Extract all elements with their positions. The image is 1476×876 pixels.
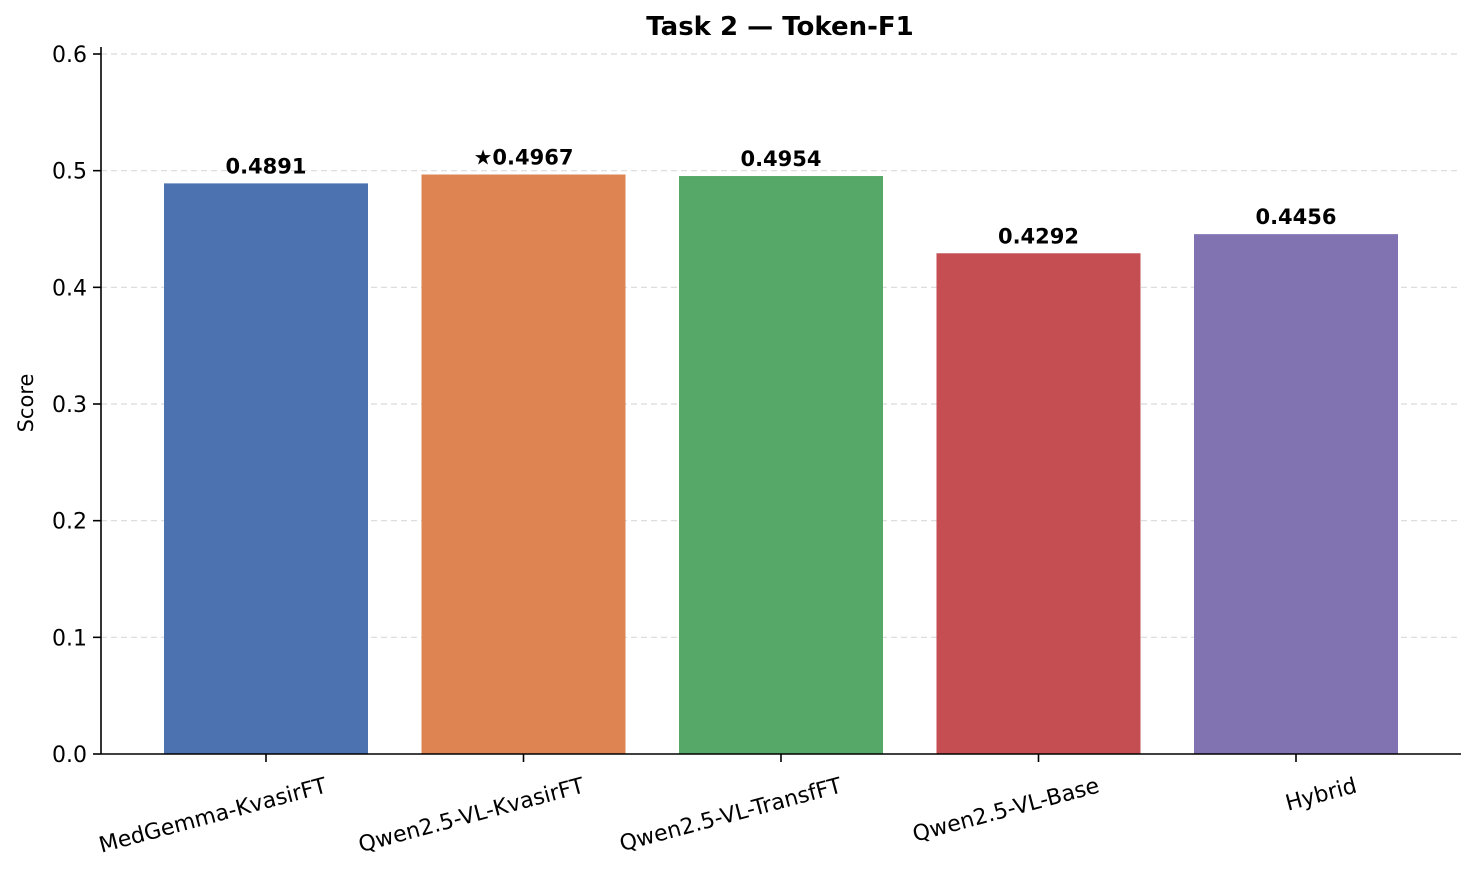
x-tick-label: Qwen2.5-VL-TransfFT xyxy=(617,774,845,858)
y-tick-label: 0.6 xyxy=(52,43,87,68)
bar xyxy=(679,176,883,755)
bar-value-label: 0.4954 xyxy=(740,147,821,171)
bar-value-label: 0.4456 xyxy=(1255,205,1336,229)
x-ticks: MedGemma-KvasirFT Qwen2.5-VL-KvasirFT Qwen… xyxy=(96,754,1360,859)
bar xyxy=(421,174,626,754)
bar xyxy=(936,253,1141,754)
y-axis-label: Score xyxy=(14,374,38,433)
y-tick-label: 0.0 xyxy=(52,743,87,768)
y-tick-label: 0.3 xyxy=(52,393,87,418)
y-ticks: 0.0 0.1 0.2 0.3 0.4 0.5 0.6 xyxy=(52,43,101,768)
x-tick-label: Hybrid xyxy=(1283,774,1360,817)
y-tick-label: 0.4 xyxy=(52,276,87,301)
bar xyxy=(164,183,368,755)
bar xyxy=(1194,234,1398,755)
chart-title: Task 2 — Token-F1 xyxy=(646,12,913,42)
y-tick-label: 0.2 xyxy=(52,510,87,535)
y-tick-label: 0.1 xyxy=(52,626,87,651)
x-tick-label: Qwen2.5-VL-KvasirFT xyxy=(356,774,588,858)
y-tick-label: 0.5 xyxy=(52,160,87,185)
bar-value-labels: 0.4891 ★0.4967 0.4954 0.4292 0.4456 xyxy=(225,146,1336,249)
bar-value-label: 0.4891 xyxy=(225,154,306,178)
bar-value-label: ★0.4967 xyxy=(474,146,574,170)
x-tick-label: Qwen2.5-VL-Base xyxy=(910,774,1102,848)
x-tick-label: MedGemma-KvasirFT xyxy=(96,774,330,859)
bars xyxy=(164,174,1398,755)
bar-value-label: 0.4292 xyxy=(998,224,1079,248)
